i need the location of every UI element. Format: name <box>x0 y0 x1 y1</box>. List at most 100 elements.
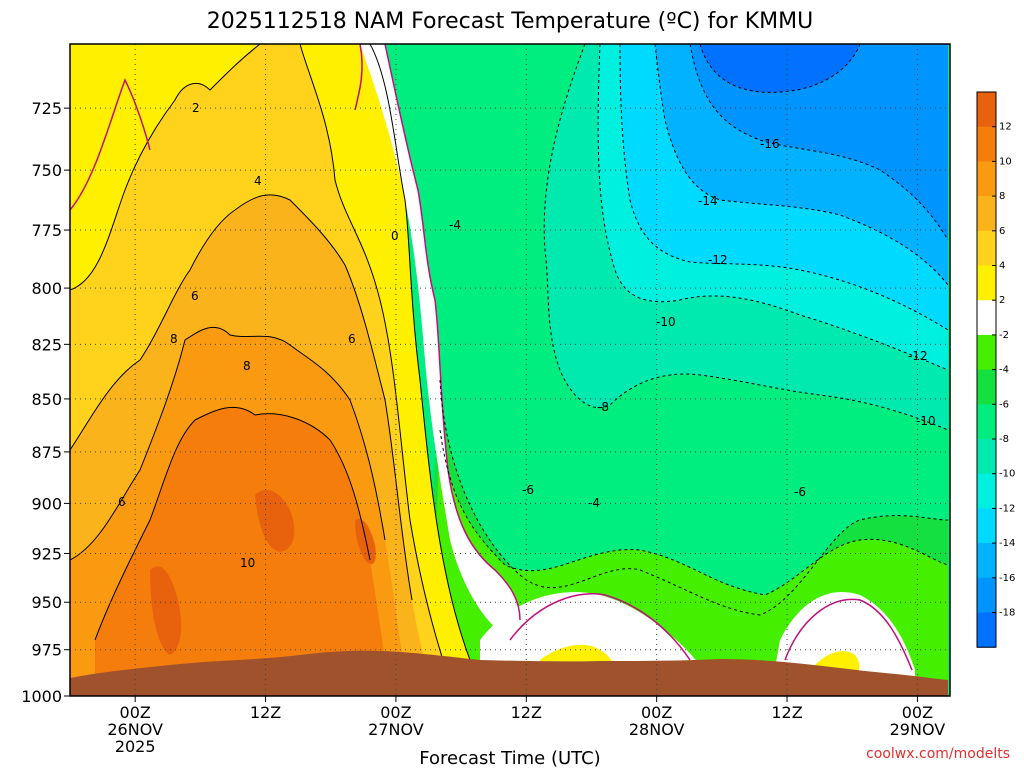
colorbar-tick-label: 6 <box>999 226 1005 237</box>
colorbar-bin <box>977 543 996 579</box>
contour-label: -6 <box>522 483 534 497</box>
y-tick-label: 925 <box>31 544 62 563</box>
negative-contour-lines <box>439 43 949 616</box>
terrain <box>70 650 948 696</box>
colorbar-bin <box>977 473 996 509</box>
contour-label: 6 <box>118 495 126 509</box>
x-tick-label-year: 2025 <box>115 737 156 756</box>
contour-label: -14 <box>698 194 718 208</box>
x-tick-label-date: 26NOV <box>107 720 163 739</box>
colorbar-bin <box>977 404 996 440</box>
colorbar-tick-label: 10 <box>999 156 1012 167</box>
y-tick-label: 975 <box>31 641 62 660</box>
chart-title: 2025112518 NAM Forecast Temperature (ºC)… <box>207 9 814 34</box>
colorbar-tick-label: 4 <box>999 261 1005 272</box>
x-tick-label-date: 29NOV <box>890 720 946 739</box>
y-tick-label: 875 <box>31 443 62 462</box>
zero-degree-line <box>784 598 913 671</box>
grid-lines <box>70 44 950 697</box>
contour-label: 4 <box>254 174 262 188</box>
x-tick-label-time: 12Z <box>511 703 542 722</box>
colorbar-tick-label: -12 <box>999 503 1015 514</box>
plot-area: 2 4 6 8 10 6 8 6 0 -4 -6 -4 -8 -10 -12 -… <box>69 43 951 697</box>
zero-degree-line <box>69 78 151 211</box>
y-tick-label: 725 <box>31 99 62 118</box>
contour-label: -16 <box>760 137 780 151</box>
contour-line <box>299 43 456 697</box>
contour-label: -4 <box>588 496 600 510</box>
x-tick-label-time: 00Z <box>380 703 411 722</box>
contour-line <box>654 43 949 286</box>
x-tick-label-time: 00Z <box>641 703 672 722</box>
contour-line <box>439 429 949 596</box>
contour-label: -6 <box>794 485 806 499</box>
contour-line <box>619 43 949 331</box>
x-tick-label-time: 12Z <box>250 703 281 722</box>
contour-line <box>439 379 949 616</box>
contour-label: 6 <box>348 332 356 346</box>
colorbar-bin <box>977 196 996 232</box>
contour-line <box>69 326 386 561</box>
colorbar-bin <box>977 92 996 128</box>
contour-label: 6 <box>191 289 199 303</box>
x-tick-label-date: 28NOV <box>629 720 685 739</box>
contour-labels: 2 4 6 8 10 6 8 6 0 -4 -6 -4 -8 -10 -12 -… <box>118 101 936 570</box>
colorbar-tick-label: -10 <box>999 469 1015 480</box>
colorbar-bin <box>977 369 996 405</box>
contour-line <box>699 43 861 93</box>
contour-label: -10 <box>916 414 936 428</box>
zero-degree-lines <box>69 43 913 671</box>
colorbar-bin <box>977 265 996 301</box>
colorbar-tick-label: -8 <box>999 434 1009 445</box>
zero-degree-line <box>384 43 521 621</box>
x-tick-label-date: 27NOV <box>368 720 424 739</box>
contour-line <box>543 43 949 431</box>
zero-degree-line <box>509 593 691 661</box>
contour-label: -8 <box>597 400 609 414</box>
colorbar-bin <box>977 334 996 371</box>
y-tick-label: 800 <box>31 279 62 298</box>
y-tick-label: 775 <box>31 221 62 240</box>
contour-line <box>369 43 471 661</box>
y-axis: 725 750 775 800 825 850 875 900 925 950 975 1000 <box>21 99 70 706</box>
colorbar-bin <box>977 577 996 613</box>
colorbar: 12 10 8 6 4 2 -2 -4 -6 -8 -10 -12 -14 -16 -18 <box>976 91 1015 648</box>
colorbar-tick-label: -6 <box>999 399 1009 410</box>
x-tick-label-time: 00Z <box>902 703 933 722</box>
region-warm-12-to-14 <box>150 490 376 655</box>
credit-text: coolwx.com/modelts <box>866 746 1010 762</box>
colorbar-bin <box>977 161 996 197</box>
y-tick-label: 750 <box>31 161 62 180</box>
colorbar-tick-label: -4 <box>999 365 1009 376</box>
colorbar-tick-label: 12 <box>999 122 1012 133</box>
zero-degree-line <box>354 43 363 111</box>
colorbar-bin <box>977 439 996 475</box>
contour-line <box>69 43 261 291</box>
contour-label: -10 <box>656 315 676 329</box>
y-tick-label: 825 <box>31 335 62 354</box>
colorbar-bin <box>977 612 996 648</box>
contour-lines <box>69 43 471 697</box>
x-tick-label-time: 12Z <box>771 703 802 722</box>
contour-label: 8 <box>243 359 251 373</box>
colorbar-bin <box>977 230 996 266</box>
x-tick-label-time: 00Z <box>120 703 151 722</box>
y-tick-label: 850 <box>31 390 62 409</box>
contour-label: -12 <box>908 349 928 363</box>
colorbar-tick-label: -18 <box>999 608 1015 619</box>
region-cold-band-minus18-to-minus20 <box>700 44 860 93</box>
contour-label: -4 <box>449 218 461 232</box>
contour-label: 0 <box>391 229 399 243</box>
contour-label: 8 <box>170 332 178 346</box>
colorbar-tick-label: 8 <box>999 191 1005 202</box>
region-cold-band-minus16-to-minus18 <box>690 44 948 240</box>
colorbar-bin <box>977 508 996 544</box>
colorbar-bin <box>977 126 996 162</box>
contour-line <box>94 406 371 641</box>
colorbar-tick-label: -14 <box>999 538 1015 549</box>
colorbar-bin <box>977 300 996 336</box>
colorbar-tick-label: -2 <box>999 330 1009 341</box>
y-tick-label: 900 <box>31 494 62 513</box>
